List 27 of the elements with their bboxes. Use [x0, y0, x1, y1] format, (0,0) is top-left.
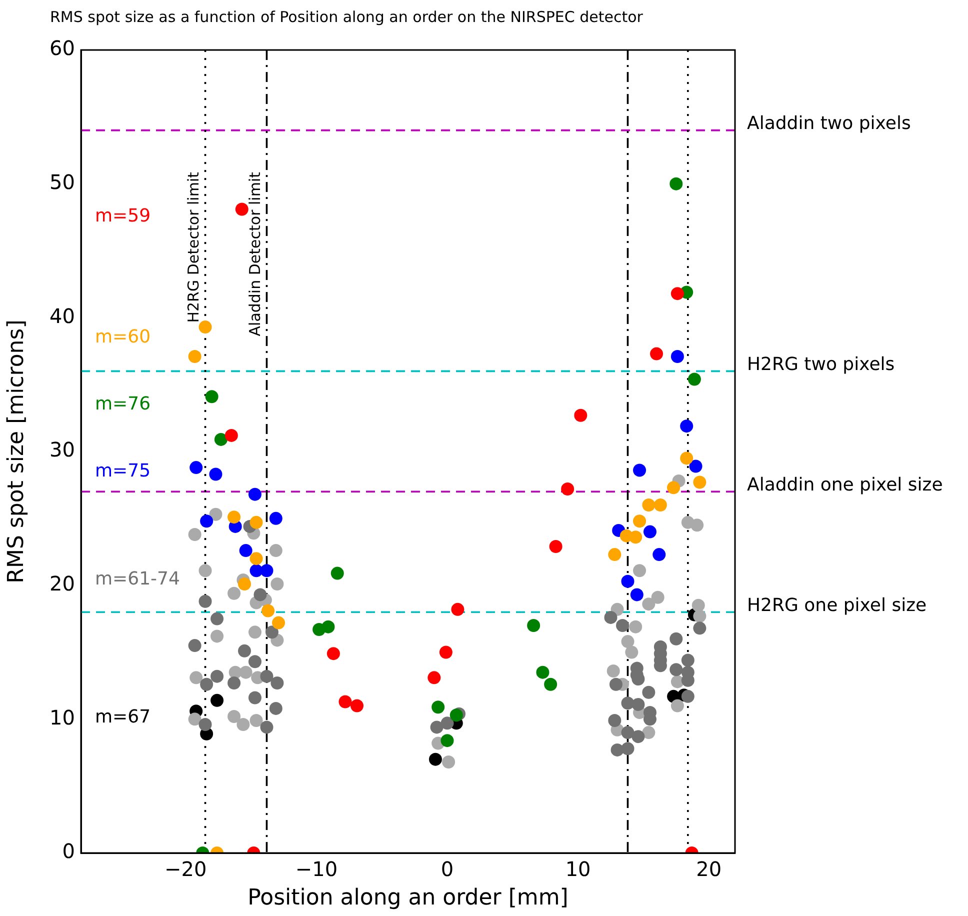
- y-tick-label: 60: [50, 36, 75, 60]
- y-tick-label: 50: [50, 170, 75, 194]
- y-tick-label: 10: [50, 705, 75, 730]
- ref-line-label: H2RG one pixel size: [747, 594, 927, 616]
- text: m=67: [95, 706, 151, 728]
- ref-line-label: Aladdin Detector limit: [246, 172, 264, 336]
- x-axis-title: Position along an order [mm]: [248, 886, 568, 911]
- x-tick-label: 20: [696, 857, 722, 882]
- x-tick-label: −10: [295, 857, 338, 882]
- y-tick-label: 40: [50, 304, 75, 328]
- x-tick-label: −20: [164, 857, 207, 882]
- y-axis-title: RMS spot size [microns]: [4, 320, 29, 584]
- text: m=59: [95, 206, 151, 227]
- ref-line-label: Aladdin two pixels: [747, 112, 911, 134]
- ref-line-label: H2RG Detector limit: [184, 172, 203, 323]
- x-tick-label: 10: [565, 857, 591, 882]
- ref-line-label: Aladdin one pixel size: [747, 474, 943, 496]
- text: m=76: [95, 394, 151, 415]
- chart-title: RMS spot size as a function of Position along an order on the NIRSPEC detector: [50, 8, 644, 26]
- y-tick-label: 20: [50, 572, 75, 596]
- ref-line-label: H2RG two pixels: [747, 354, 895, 375]
- text: m=60: [95, 326, 151, 348]
- series-label: m=61-74: [95, 568, 180, 590]
- y-tick-label: 0: [62, 839, 75, 864]
- text: m=75: [95, 460, 151, 482]
- y-tick-label: 30: [50, 438, 75, 462]
- x-tick-label: 0: [440, 857, 454, 882]
